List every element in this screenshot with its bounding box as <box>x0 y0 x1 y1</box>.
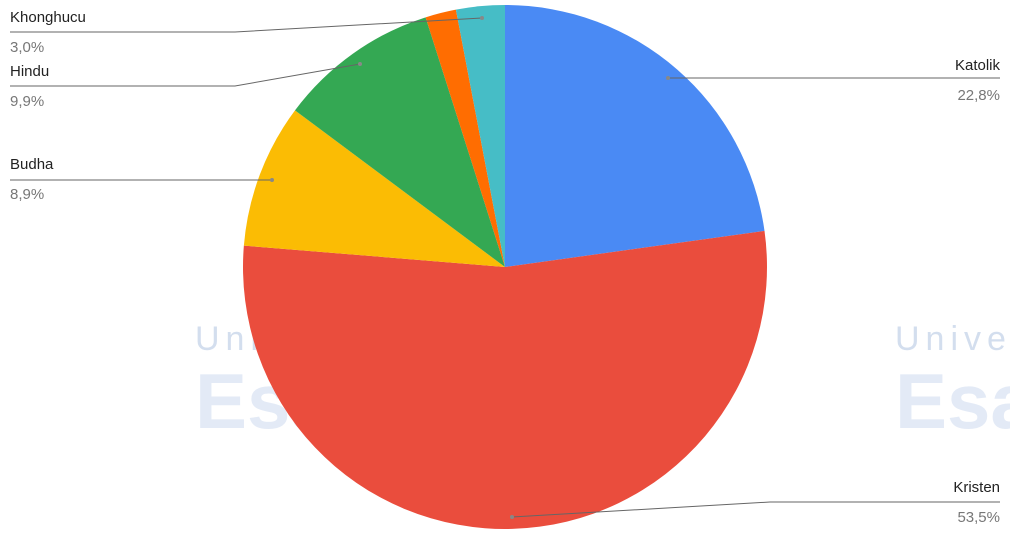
pie-slice <box>294 17 505 267</box>
leader-dot <box>510 515 514 519</box>
slice-label: Katolik <box>955 57 1001 74</box>
slice-value-label: 53,5% <box>957 509 1000 526</box>
leader-line <box>10 17 483 33</box>
watermark-text: Esa Unggul <box>895 357 1010 445</box>
slice-value-label: 8,9% <box>10 186 44 203</box>
leader-dot <box>358 62 362 66</box>
leader-line <box>511 501 1000 518</box>
slice-label: Hindu <box>10 63 49 80</box>
leader-dot <box>270 178 274 182</box>
leader-dot <box>666 76 670 80</box>
watermark-text: Universitas <box>895 320 1010 358</box>
pie-slice <box>243 230 768 529</box>
slice-value-label: 3,0% <box>10 39 44 56</box>
slice-value-label: 22,8% <box>957 87 1000 104</box>
slice-label: Budha <box>10 156 54 173</box>
leader-dot <box>480 16 484 20</box>
slice-label: Kristen <box>953 479 1000 496</box>
pie-slice <box>455 5 505 267</box>
pie <box>243 5 768 529</box>
leader-line <box>10 63 361 87</box>
labels: Katolik 22,8% Kristen 53,5% Budha 8,9% Hindu 9,… <box>10 9 1000 526</box>
slice-value-label: 9,9% <box>10 93 44 110</box>
slice-label: Khonghucu <box>10 9 86 26</box>
pie-slice <box>243 110 505 267</box>
pie-slice <box>425 9 505 267</box>
pie-slice <box>505 5 765 267</box>
